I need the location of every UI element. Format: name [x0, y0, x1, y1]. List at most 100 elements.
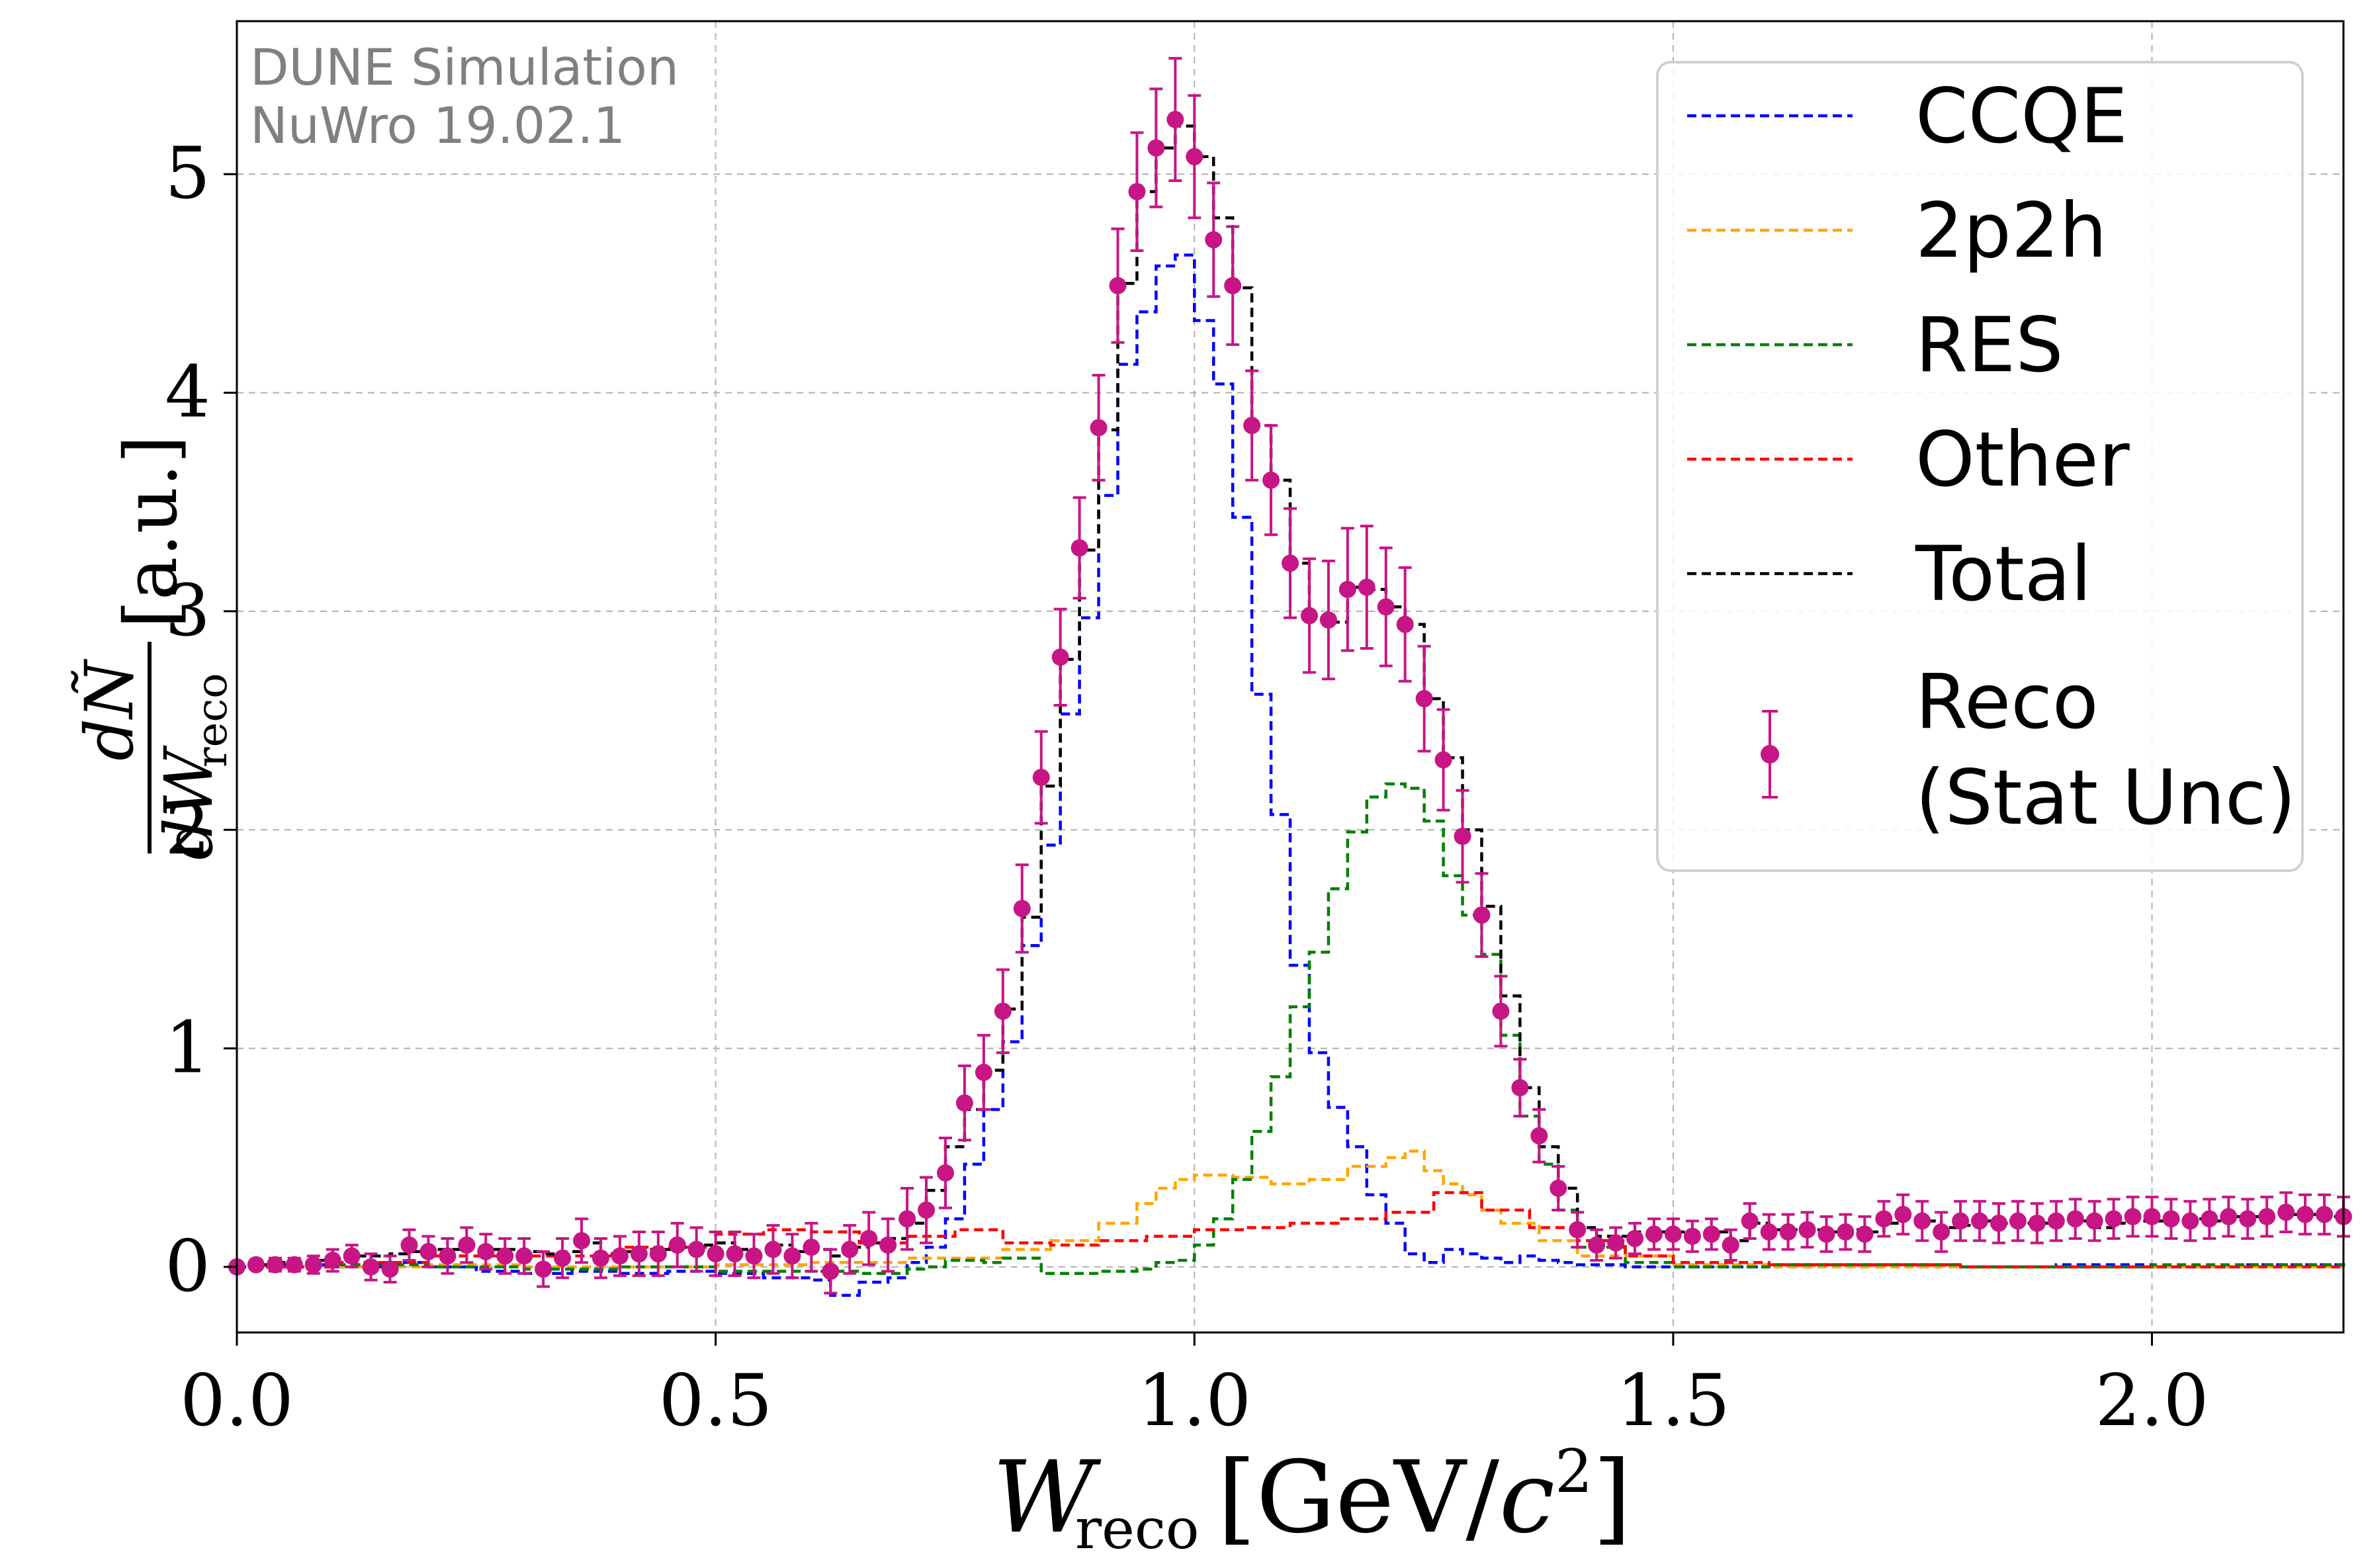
- reco-point: [1396, 566, 1414, 683]
- reco-point: [2047, 1199, 2065, 1242]
- reco-point: [2201, 1198, 2218, 1240]
- svg-text:dÑ: dÑ: [71, 658, 148, 761]
- reco-point: [554, 1237, 572, 1280]
- reco-point: [1128, 131, 1146, 252]
- reco-point: [458, 1226, 476, 1264]
- reco-point: [2277, 1191, 2295, 1234]
- watermark-line-1: DUNE Simulation: [250, 38, 679, 97]
- reco-point: [668, 1221, 686, 1268]
- svg-text:reco: reco: [188, 673, 237, 767]
- reco-point: [803, 1221, 820, 1273]
- reco-point: [1511, 1058, 1529, 1117]
- reco-point: [2162, 1198, 2180, 1240]
- reco-point: [707, 1231, 724, 1278]
- reco-point: [2316, 1193, 2334, 1236]
- reco-point: [477, 1233, 495, 1271]
- reco-point: [2296, 1193, 2314, 1236]
- legend-label-res: RES: [1915, 301, 2064, 389]
- reco-point: [1607, 1226, 1625, 1260]
- reco-point: [496, 1237, 514, 1275]
- reco-point: [1300, 557, 1318, 674]
- reco-point: [1952, 1199, 1970, 1242]
- reco-point: [1013, 863, 1031, 954]
- reco-point: [1090, 374, 1108, 482]
- y-tick-label-5: 5: [165, 132, 210, 215]
- x-tick-label-1: 0.5: [659, 1360, 773, 1442]
- reco-point: [1875, 1199, 1893, 1238]
- reco-point: [936, 1137, 954, 1209]
- reco-point: [918, 1176, 936, 1244]
- reco-point: [1588, 1228, 1606, 1262]
- reco-point: [2181, 1199, 2199, 1242]
- reco-point: [860, 1211, 878, 1266]
- x-axis-label: W: [992, 1440, 1102, 1555]
- reco-point: [687, 1226, 705, 1273]
- legend: CCQE 2p2h RES Other Total Reco(Stat Unc): [1656, 61, 2304, 872]
- reco-point: [1722, 1228, 1739, 1262]
- reco-point: [1415, 644, 1433, 753]
- reco-point: [745, 1233, 763, 1280]
- reco-point: [1913, 1199, 1931, 1242]
- series-line-other: [237, 1191, 2343, 1269]
- reco-point: [783, 1233, 801, 1280]
- reco-point: [1779, 1213, 1797, 1251]
- reco-point: [1377, 546, 1395, 668]
- reco-point: [1569, 1211, 1587, 1249]
- reco-point: [381, 1254, 399, 1284]
- reco-point: [324, 1248, 341, 1273]
- reco-point: [1702, 1217, 1720, 1251]
- reco-point: [266, 1256, 284, 1274]
- y-tick-label-2: 2: [165, 788, 210, 871]
- reco-point: [1933, 1211, 1950, 1253]
- reco-point: [573, 1217, 591, 1264]
- reco-point: [2085, 1199, 2103, 1242]
- legend-label-2p2h: 2p2h: [1915, 187, 2107, 275]
- reco-point: [304, 1254, 322, 1275]
- reco-point: [400, 1228, 418, 1262]
- legend-label-ccqe: CCQE: [1915, 72, 2128, 160]
- reco-point: [1760, 1213, 1778, 1251]
- reco-point: [764, 1224, 782, 1275]
- series-line-2p2h: [237, 1149, 2343, 1269]
- reco-point: [611, 1235, 629, 1278]
- legend-label-other: Other: [1915, 415, 2130, 503]
- svg-text:dW: dW: [150, 745, 228, 860]
- reco-point: [247, 1256, 265, 1274]
- reco-point: [1473, 872, 1491, 958]
- reco-point: [1550, 1164, 1567, 1212]
- x-axis-label-unit: [GeV/c2]: [1217, 1437, 1632, 1555]
- reco-point: [1454, 789, 1471, 884]
- reco-point: [1837, 1213, 1855, 1251]
- reco-point: [515, 1237, 533, 1275]
- reco-point: [1282, 507, 1299, 619]
- plot-frame: [236, 20, 2345, 1334]
- reco-point: [439, 1237, 457, 1275]
- reco-point: [1530, 1108, 1548, 1164]
- reco-point: [1243, 369, 1261, 482]
- reco-point: [841, 1224, 859, 1275]
- x-axis-label-subscript: reco: [1075, 1497, 1199, 1561]
- reco-points-layer: [228, 57, 2352, 1295]
- reco-point: [1856, 1215, 1874, 1253]
- legend-label-total: Total: [1915, 530, 2091, 618]
- reco-point: [1990, 1202, 2007, 1244]
- reco-point: [975, 1033, 992, 1111]
- reco-point: [362, 1252, 380, 1282]
- reco-point: [2009, 1199, 2027, 1242]
- y-axis-label: dÑ dW reco [a.u.]: [71, 435, 237, 860]
- reco-point: [1741, 1202, 1759, 1240]
- reco-point: [1358, 525, 1376, 650]
- reco-point: [1626, 1221, 1644, 1256]
- x-tick-label-0: 0.0: [180, 1360, 294, 1442]
- reco-point: [630, 1231, 648, 1278]
- reco-point: [879, 1217, 897, 1273]
- y-tick-label-1: 1: [165, 1007, 210, 1090]
- axis-ticks: 0.0 0.5 1.0 1.5 2.0 0 1 2 3 4 5: [165, 132, 2209, 1442]
- reco-point: [2239, 1198, 2257, 1240]
- reco-point: [1071, 496, 1088, 600]
- reco-point: [285, 1256, 303, 1274]
- reco-point: [2258, 1196, 2276, 1238]
- reco-point: [1338, 527, 1356, 652]
- reco-point: [1664, 1217, 1682, 1251]
- x-tick-label-2: 1.0: [1137, 1360, 1251, 1442]
